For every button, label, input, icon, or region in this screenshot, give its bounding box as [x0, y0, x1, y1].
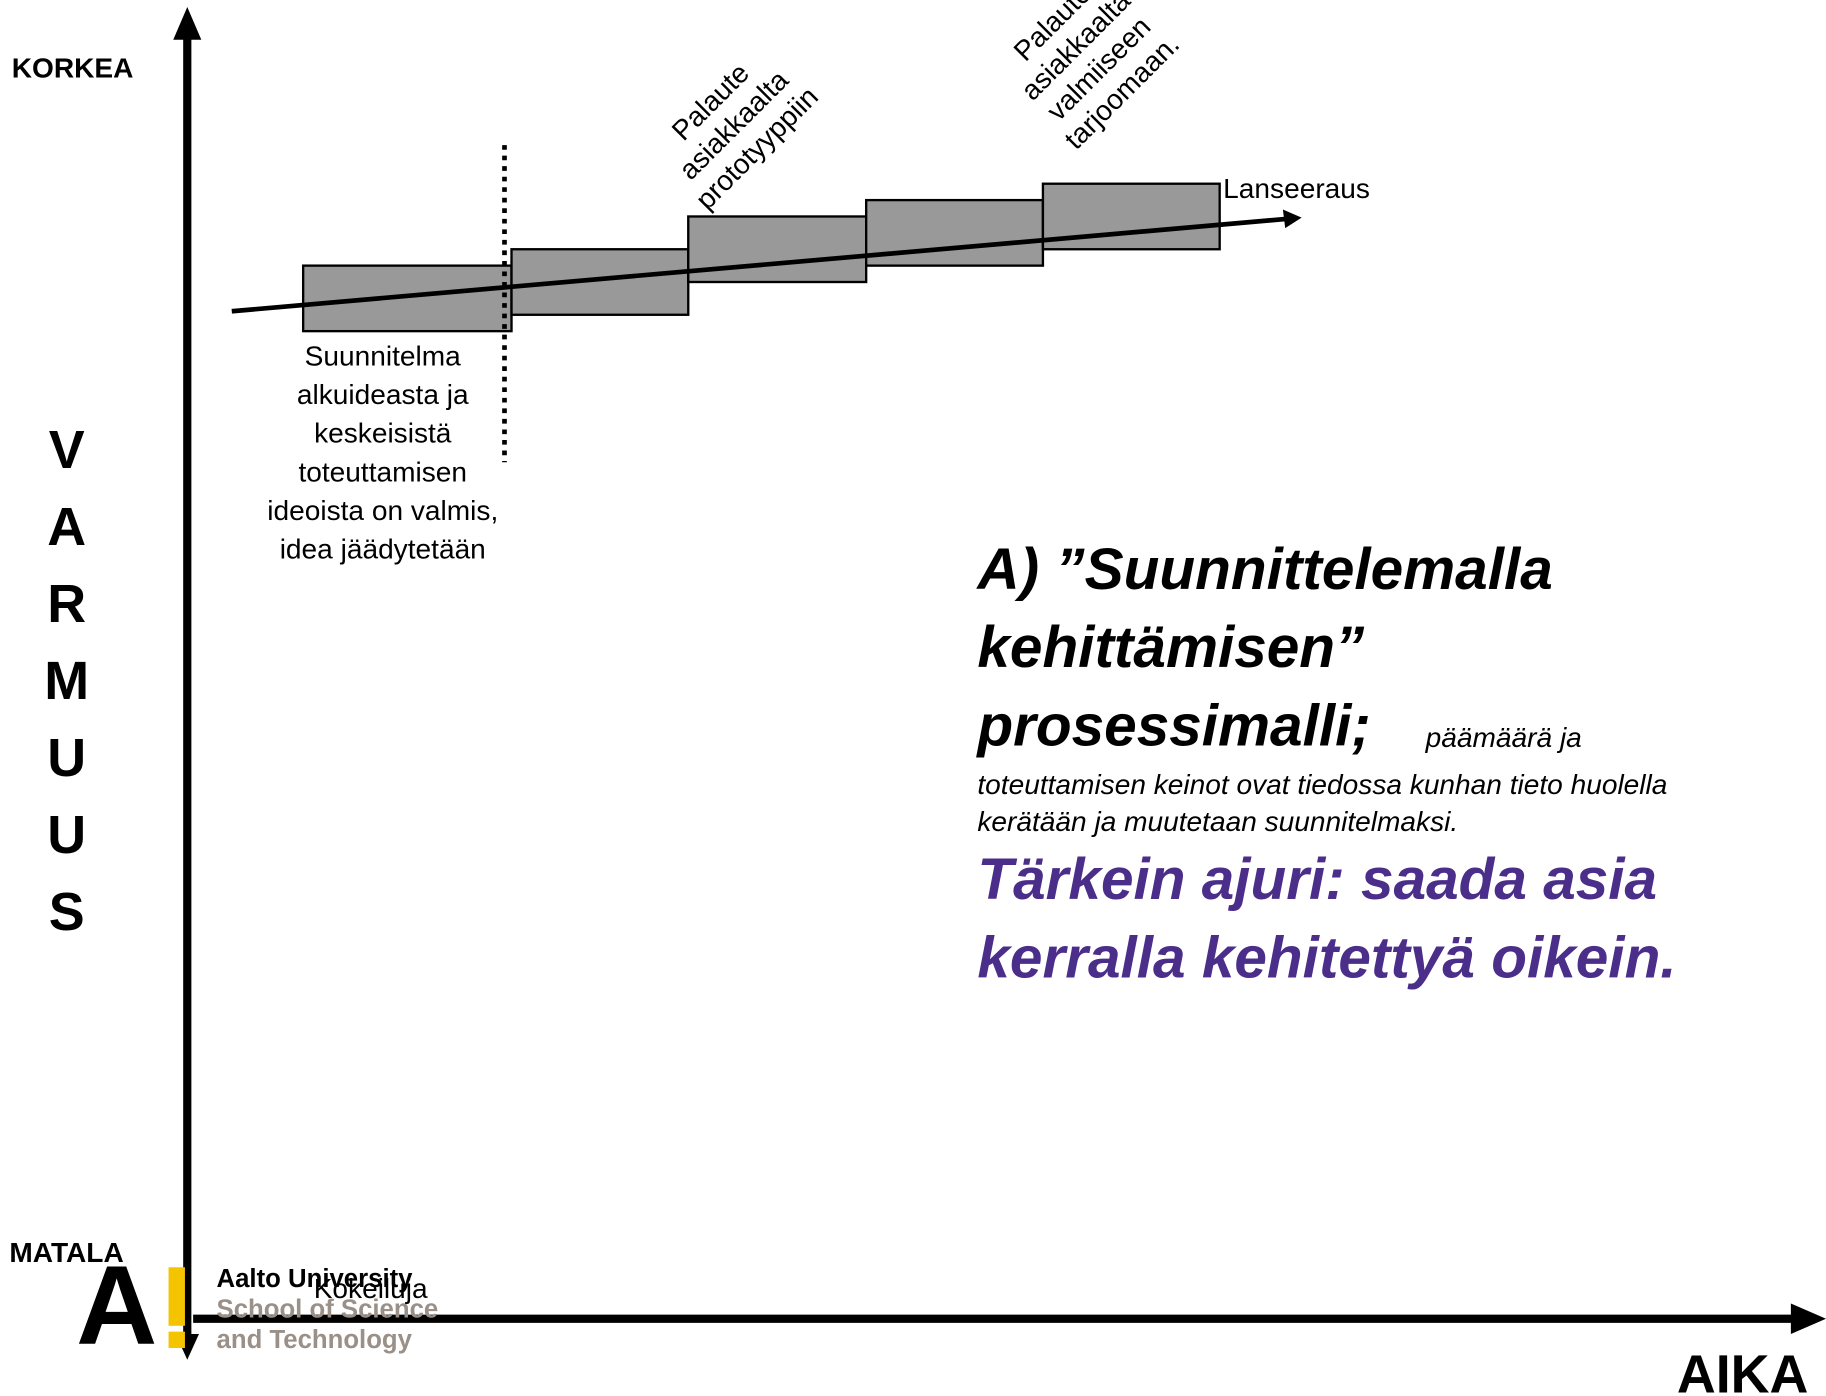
y-label-letter: A: [47, 497, 86, 557]
stage: [865, 198, 1045, 267]
logo-line: School of Science: [217, 1295, 439, 1323]
low-label: MATALA: [9, 1237, 123, 1268]
stage: [687, 215, 868, 284]
launch-label: Lanseeraus: [1223, 173, 1370, 204]
high-label: KORKEA: [12, 53, 134, 84]
y-label-letter: M: [44, 651, 89, 711]
trend-line: [231, 216, 1288, 314]
trend-arrow: [1282, 209, 1302, 229]
x-arrow: [1790, 1303, 1826, 1334]
y-label-letter: V: [49, 420, 85, 480]
heading-line: prosessimalli;: [975, 694, 1370, 759]
heading-line: kehittämisen”: [977, 615, 1365, 680]
plan-line: Suunnitelma: [305, 340, 461, 371]
x-label: AIKA: [1677, 1345, 1809, 1396]
y-label-letter: R: [47, 574, 86, 634]
note-line: kerätään ja muutetaan suunnitelmaksi.: [977, 806, 1458, 837]
y-label-letter: S: [49, 882, 85, 942]
logo-bar: [168, 1267, 185, 1326]
stage: [301, 264, 513, 333]
y-label-letter: U: [47, 728, 86, 788]
logo-line: Aalto University: [217, 1265, 414, 1293]
driver-line: kerralla kehitettyä oikein.: [977, 925, 1676, 990]
stages: [301, 182, 1221, 333]
plan-line: toteuttamisen: [298, 456, 467, 487]
y-arrow: [173, 7, 202, 40]
stage: [510, 248, 690, 316]
plan-line: alkuideasta ja: [297, 379, 469, 410]
plan-line: keskeisistä: [314, 418, 452, 449]
note-line: toteuttamisen keinot ovat tiedossa kunha…: [977, 769, 1667, 800]
plan-line: ideoista on valmis,: [267, 495, 498, 526]
y-label-letter: U: [47, 805, 86, 865]
note-line: päämäärä ja: [1425, 722, 1582, 753]
experiments-label: Kokeiluja: [314, 1273, 428, 1304]
heading-line: A) ”Suunnittelemalla: [975, 537, 1552, 602]
logo-line: and Technology: [217, 1326, 413, 1354]
plan-line: idea jäädytetään: [280, 534, 486, 565]
logo-dot: [168, 1331, 185, 1349]
driver-line: Tärkein ajuri: saada asia: [977, 847, 1657, 912]
logo-a: A: [76, 1242, 157, 1368]
